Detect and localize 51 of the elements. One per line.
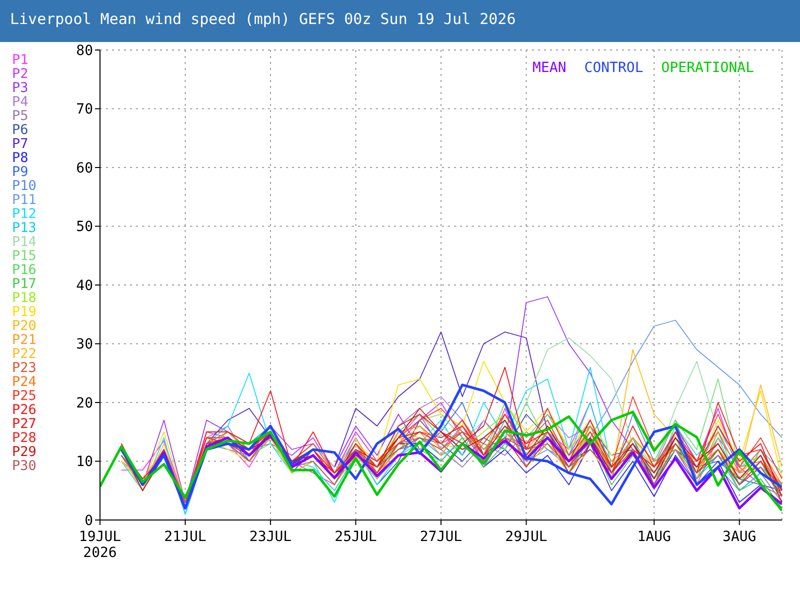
y-tick-label: 10 xyxy=(76,454,93,470)
text: P2 xyxy=(12,66,30,82)
text: P17 xyxy=(12,276,36,292)
text: P15 xyxy=(12,248,36,264)
text: P6 xyxy=(12,122,30,138)
text: P11 xyxy=(12,192,36,208)
text: P21 xyxy=(12,332,36,348)
x-tick-label: 23JUL xyxy=(249,529,292,545)
text: P20 xyxy=(12,318,36,334)
x-tick-label: 3AUG xyxy=(722,529,756,545)
text: P30 xyxy=(12,458,36,474)
text: P23 xyxy=(12,360,36,376)
text: OPERATIONAL xyxy=(661,60,754,76)
x-tick-label: 25JUL xyxy=(334,529,377,545)
y-tick-label: 80 xyxy=(76,42,93,59)
text: P25 xyxy=(12,388,36,404)
text: P27 xyxy=(12,416,36,432)
y-tick-label: 30 xyxy=(76,336,93,353)
x-tick-label: 1AUG xyxy=(637,529,671,545)
text: P28 xyxy=(12,430,36,446)
text: P14 xyxy=(12,234,36,250)
text: MEAN xyxy=(532,60,566,76)
text: P29 xyxy=(12,444,36,460)
text: P13 xyxy=(12,220,36,236)
text: P7 xyxy=(12,136,30,152)
text: P1 xyxy=(12,52,30,68)
text: P9 xyxy=(12,164,30,180)
y-tick-label: 70 xyxy=(76,102,93,118)
y-tick-label: 60 xyxy=(76,160,93,176)
y-tick-label: 40 xyxy=(76,278,93,294)
text: P12 xyxy=(12,206,36,222)
chart-title: Liverpool Mean wind speed (mph) GEFS 00z Sun 19 Jul 2026 xyxy=(9,9,517,28)
text: P26 xyxy=(12,402,36,418)
y-tick-label: 20 xyxy=(76,395,93,412)
x-tick-label: 27JUL xyxy=(420,529,462,545)
text: P3 xyxy=(12,80,30,96)
text: P24 xyxy=(12,374,36,390)
x-tick-label: 21JUL xyxy=(164,529,206,545)
text: P4 xyxy=(12,94,30,110)
y-tick-label: 0 xyxy=(84,512,93,529)
x-tick-label: 29JUL xyxy=(505,529,548,545)
text: P5 xyxy=(12,108,30,124)
text: P19 xyxy=(12,304,36,320)
text: P10 xyxy=(12,178,36,194)
text: P16 xyxy=(12,262,36,278)
text: P8 xyxy=(12,150,30,166)
text: CONTROL xyxy=(584,60,644,76)
text: P22 xyxy=(12,346,36,362)
y-tick-label: 50 xyxy=(76,219,93,236)
x-tick-label: 19JUL 2026 xyxy=(78,529,122,561)
text: P18 xyxy=(12,290,36,306)
